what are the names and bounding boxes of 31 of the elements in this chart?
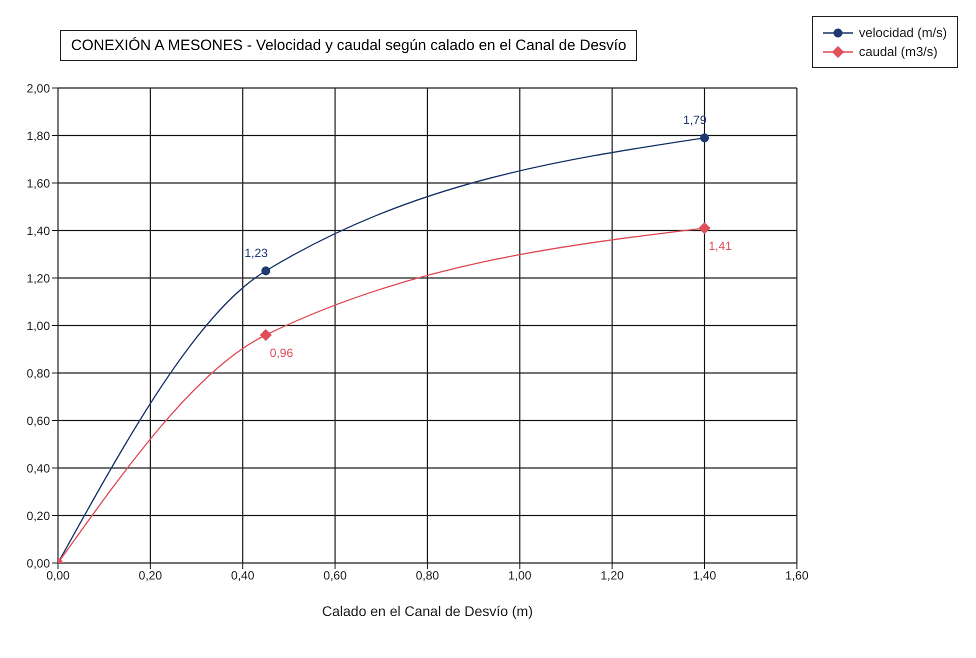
y-tick-label: 2,00	[26, 81, 50, 96]
x-tick-label: 0,40	[231, 568, 255, 583]
x-tick-label: 0,00	[46, 568, 70, 583]
x-tick-label: 0,20	[138, 568, 162, 583]
data-label: 0,96	[270, 346, 294, 360]
data-label: 1,41	[708, 239, 732, 254]
x-tick-label: 1,60	[785, 568, 809, 583]
y-tick-label: 1,00	[26, 318, 50, 333]
y-tick-label: 1,60	[26, 176, 50, 190]
point	[261, 266, 270, 276]
point	[700, 133, 709, 142]
point	[260, 329, 272, 341]
data-label: 1,23	[244, 246, 268, 260]
x-tick-label: 1,40	[692, 568, 717, 583]
y-tick-label: 0,80	[26, 366, 50, 380]
y-tick-label: 0,40	[26, 461, 50, 476]
y-tick-label: 1,80	[26, 128, 50, 143]
x-tick-label: 1,20	[600, 568, 624, 583]
point	[698, 222, 710, 234]
x-tick-label: 1,00	[508, 568, 532, 583]
legend-label: velocidad (m/s)	[858, 25, 947, 40]
y-tick-label: 0,60	[26, 414, 50, 428]
chart-title: CONEXIÓN A MESONES - Velocidad y caudal según calado en el Canal de Desvío	[60, 30, 638, 61]
x-axis-title: Calado en el Canal de Desvío (m)	[322, 603, 533, 619]
y-tick-label: 0,00	[26, 556, 50, 570]
y-tick-label: 1,20	[26, 271, 50, 286]
x-tick-label: 0,80	[416, 568, 440, 583]
legend-label: caudal (m3/s)	[858, 44, 938, 59]
y-tick-label: 1,40	[26, 224, 50, 238]
x-tick-label: 0,60	[323, 568, 348, 583]
y-tick-label: 0,20	[26, 508, 50, 523]
